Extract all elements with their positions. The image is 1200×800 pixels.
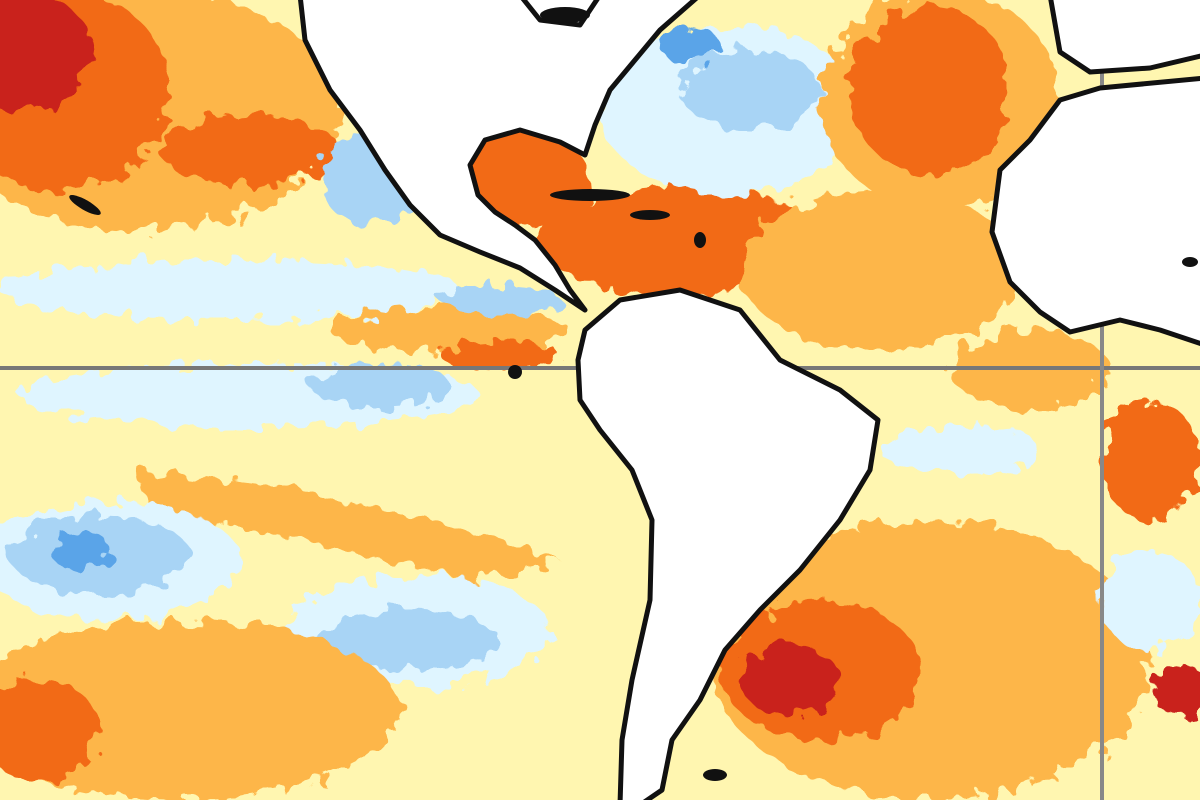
- hot-region: [0, 680, 100, 780]
- islands: [69, 7, 1198, 781]
- warm-region: [0, 620, 400, 800]
- island: [540, 7, 590, 23]
- cool-region: [880, 425, 1040, 475]
- cold-region: [310, 363, 450, 407]
- south-america: [575, 287, 881, 800]
- hot-region: [160, 115, 340, 185]
- cold-region: [320, 610, 500, 670]
- island: [703, 769, 727, 781]
- island: [69, 195, 101, 215]
- very-hot-region: [0, 0, 90, 110]
- cold-region: [440, 285, 560, 315]
- very-cold-region: [50, 530, 110, 570]
- hot-region: [850, 5, 1010, 175]
- warm-region: [140, 470, 560, 580]
- very-cold-region: [660, 27, 720, 63]
- hot-region: [440, 341, 560, 369]
- cold-region: [680, 50, 820, 130]
- warm-region: [740, 190, 1020, 350]
- hot-region: [1100, 400, 1200, 520]
- europe: [1048, 0, 1200, 75]
- island: [1182, 257, 1198, 267]
- island: [508, 365, 522, 379]
- very-hot-region: [1150, 665, 1200, 715]
- very-hot-region: [740, 645, 840, 715]
- cool-region: [0, 260, 460, 320]
- warm-region: [330, 308, 570, 352]
- africa: [989, 75, 1200, 346]
- cool-region: [1100, 550, 1200, 650]
- north-america: [298, 0, 699, 313]
- island: [630, 210, 670, 220]
- island: [550, 189, 630, 201]
- island: [694, 232, 706, 248]
